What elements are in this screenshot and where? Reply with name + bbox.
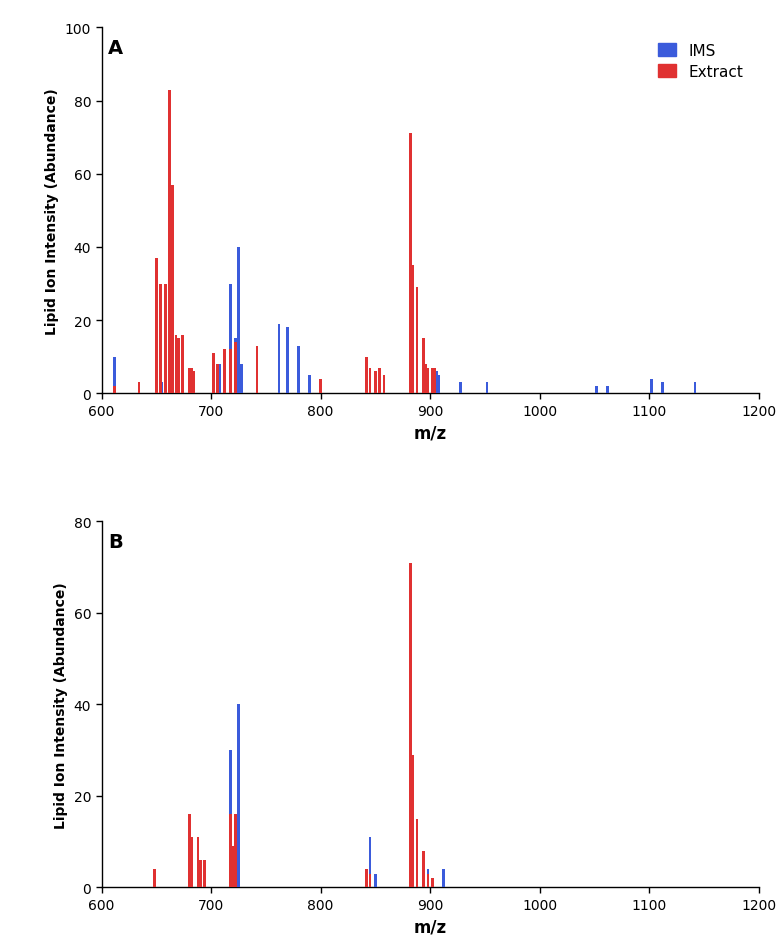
Bar <box>411 266 414 394</box>
Bar <box>212 354 215 394</box>
Bar <box>415 343 418 394</box>
Bar <box>168 91 171 394</box>
Bar <box>174 335 178 394</box>
Bar <box>256 346 259 394</box>
Bar <box>411 755 414 887</box>
Bar <box>433 368 436 394</box>
Bar <box>192 372 195 394</box>
Bar <box>168 379 171 394</box>
Bar <box>425 368 427 394</box>
Bar <box>171 379 174 394</box>
Bar <box>694 383 697 394</box>
Bar <box>152 869 156 887</box>
Bar <box>368 368 371 394</box>
Text: B: B <box>108 532 123 551</box>
Bar <box>606 386 609 394</box>
Bar <box>368 383 371 394</box>
Bar <box>319 379 322 394</box>
Bar <box>426 873 429 887</box>
Bar <box>286 329 289 394</box>
Text: A: A <box>108 40 124 59</box>
Bar <box>231 846 235 887</box>
Bar <box>212 354 215 394</box>
Bar <box>223 350 226 394</box>
Bar <box>374 873 377 887</box>
Bar <box>437 376 440 394</box>
Bar <box>661 383 664 394</box>
Bar <box>382 376 386 394</box>
Bar <box>229 284 232 394</box>
Bar <box>486 383 489 394</box>
Bar <box>190 368 193 394</box>
Bar <box>297 346 300 394</box>
Bar <box>431 878 434 887</box>
Bar <box>171 186 174 394</box>
Bar <box>113 386 117 394</box>
Bar <box>425 364 427 394</box>
Bar <box>160 284 162 394</box>
Bar <box>229 750 232 887</box>
Bar <box>595 386 598 394</box>
Bar <box>217 364 219 394</box>
Bar <box>278 325 281 394</box>
Bar <box>368 873 371 887</box>
Bar <box>138 383 140 394</box>
Bar <box>365 358 368 394</box>
Bar <box>650 379 653 394</box>
X-axis label: m/z: m/z <box>414 918 447 936</box>
Bar <box>374 372 377 394</box>
Bar <box>436 372 438 394</box>
Bar <box>426 379 429 394</box>
Y-axis label: Lipid Ion Intensity (Abundance): Lipid Ion Intensity (Abundance) <box>45 88 59 334</box>
Bar <box>415 818 418 887</box>
Bar <box>155 259 158 394</box>
Bar <box>415 288 418 394</box>
Bar <box>240 364 243 394</box>
Bar <box>409 869 412 887</box>
Bar <box>409 563 412 887</box>
Bar <box>422 851 425 887</box>
Bar <box>188 368 191 394</box>
Bar <box>442 869 445 887</box>
Bar <box>415 823 418 887</box>
Bar <box>181 335 184 394</box>
X-axis label: m/z: m/z <box>414 424 447 442</box>
Bar <box>229 350 232 394</box>
Bar <box>237 704 240 887</box>
Legend: IMS, Extract: IMS, Extract <box>650 36 751 88</box>
Bar <box>113 358 117 394</box>
Bar <box>218 364 221 394</box>
Bar <box>229 815 232 887</box>
Bar <box>368 837 371 887</box>
Bar <box>237 247 240 394</box>
Bar <box>196 837 199 887</box>
Bar <box>308 376 311 394</box>
Bar <box>177 339 180 394</box>
Bar <box>431 368 434 394</box>
Bar <box>188 815 191 887</box>
Bar <box>203 860 206 887</box>
Bar <box>459 383 462 394</box>
Bar <box>378 376 381 394</box>
Bar <box>365 869 368 887</box>
Bar <box>234 339 237 394</box>
Bar <box>155 379 158 394</box>
Bar <box>199 860 202 887</box>
Bar <box>365 379 368 394</box>
Bar <box>234 343 237 394</box>
Bar <box>160 383 163 394</box>
Bar <box>426 869 429 887</box>
Bar <box>190 837 193 887</box>
Bar <box>234 815 237 887</box>
Y-axis label: Lipid Ion Intensity (Abundance): Lipid Ion Intensity (Abundance) <box>54 582 68 828</box>
Bar <box>422 339 425 394</box>
Bar <box>409 288 412 394</box>
Bar <box>163 284 167 394</box>
Bar <box>426 368 429 394</box>
Bar <box>409 134 412 394</box>
Bar <box>378 368 381 394</box>
